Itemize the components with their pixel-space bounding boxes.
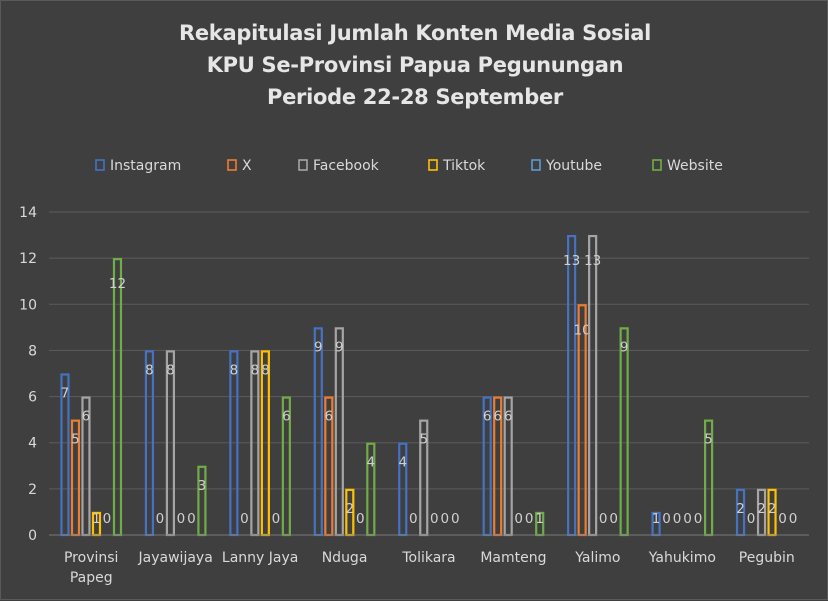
- data-label: 3: [198, 478, 207, 494]
- data-label: 6: [282, 409, 291, 425]
- data-label: 5: [704, 432, 713, 448]
- data-label: 9: [314, 339, 323, 355]
- data-label: 9: [335, 339, 344, 355]
- data-label: 12: [109, 276, 126, 292]
- data-label: 0: [789, 511, 798, 527]
- data-label: 0: [103, 511, 112, 527]
- y-tick-label: 10: [19, 297, 37, 313]
- data-label: 0: [240, 511, 249, 527]
- data-label: 5: [71, 432, 80, 448]
- y-tick-label: 14: [19, 205, 37, 221]
- x-tick-label: Nduga: [322, 550, 368, 566]
- legend-label-website: Website: [667, 158, 723, 174]
- data-label: 1: [652, 511, 661, 527]
- data-label: 8: [230, 362, 239, 378]
- data-label: 0: [440, 511, 449, 527]
- chart-title-line-2: KPU Se-Provinsi Papua Pegunungan: [206, 53, 624, 77]
- legend-swatch-youtube: [531, 159, 541, 171]
- x-tick-label: Mamteng: [480, 550, 546, 566]
- legend-swatch-tiktok: [428, 159, 438, 171]
- legend-label-youtube: Youtube: [545, 158, 602, 174]
- legend-swatch-website: [652, 159, 662, 171]
- data-label: 2: [346, 501, 355, 517]
- chart-title-line-3: Periode 22-28 September: [267, 85, 563, 109]
- data-label: 6: [483, 409, 492, 425]
- data-label: 8: [261, 362, 270, 378]
- data-label: 5: [419, 432, 428, 448]
- data-label: 0: [187, 511, 196, 527]
- legend-swatch-facebook: [298, 159, 308, 171]
- data-label: 13: [563, 253, 580, 269]
- data-label: 8: [145, 362, 154, 378]
- data-label: 0: [673, 511, 682, 527]
- data-label: 0: [177, 511, 186, 527]
- data-label: 0: [683, 511, 692, 527]
- data-label: 0: [778, 511, 787, 527]
- legend-label-tiktok: Tiktok: [442, 158, 486, 174]
- data-label: 2: [757, 501, 766, 517]
- legend-swatch-instagram: [95, 159, 105, 171]
- legend-label-facebook: Facebook: [313, 158, 380, 174]
- y-tick-label: 12: [19, 251, 37, 267]
- data-label: 2: [768, 501, 777, 517]
- chart-title-line-1: Rekapitulasi Jumlah Konten Media Sosial: [178, 21, 652, 45]
- x-tick-label: Lanny Jaya: [222, 550, 298, 566]
- data-label: 1: [92, 511, 101, 527]
- y-tick-label: 4: [28, 436, 37, 452]
- bar-facebook: [588, 234, 598, 537]
- data-label: 0: [609, 511, 618, 527]
- data-label: 0: [525, 511, 534, 527]
- data-label: 9: [620, 339, 629, 355]
- data-label: 13: [584, 253, 601, 269]
- y-tick-label: 2: [28, 482, 37, 498]
- data-label: 8: [251, 362, 260, 378]
- data-label: 0: [747, 511, 756, 527]
- data-label: 0: [409, 511, 418, 527]
- data-label: 6: [504, 409, 513, 425]
- data-label: 0: [599, 511, 608, 527]
- data-label: 6: [325, 409, 334, 425]
- bar-website: [619, 327, 629, 537]
- y-tick-label: 0: [28, 528, 37, 544]
- x-tick-label: Jayawijaya: [138, 550, 213, 566]
- data-label: 0: [694, 511, 703, 527]
- legend-label-x: X: [242, 158, 252, 174]
- data-label: 0: [356, 511, 365, 527]
- x-tick-label: Yalimo: [574, 550, 620, 566]
- data-label: 0: [514, 511, 523, 527]
- data-label: 6: [82, 409, 91, 425]
- bar-instagram: [313, 327, 323, 537]
- data-label: 0: [451, 511, 460, 527]
- data-label: 4: [367, 455, 376, 471]
- data-label: 8: [166, 362, 175, 378]
- data-label: 0: [272, 511, 281, 527]
- data-label: 6: [493, 409, 502, 425]
- x-tick-label: Papeg: [70, 570, 113, 586]
- x-tick-label: Pegubin: [739, 550, 795, 566]
- data-label: 0: [156, 511, 165, 527]
- bar-instagram: [567, 234, 577, 537]
- data-label: 2: [736, 501, 745, 517]
- data-label: 0: [430, 511, 439, 527]
- bar-x: [577, 304, 587, 537]
- legend-label-instagram: Instagram: [110, 158, 181, 174]
- data-label: 0: [662, 511, 671, 527]
- data-label: 4: [398, 455, 407, 471]
- x-tick-label: Provinsi: [64, 550, 118, 566]
- x-tick-label: Yahukimo: [648, 550, 716, 566]
- data-label: 1: [535, 511, 544, 527]
- x-tick-label: Tolikara: [401, 550, 455, 566]
- bar-facebook: [334, 327, 344, 537]
- y-tick-label: 6: [28, 390, 37, 406]
- y-tick-label: 8: [28, 343, 37, 359]
- legend-swatch-x: [227, 159, 237, 171]
- data-label: 10: [574, 322, 591, 338]
- data-label: 7: [61, 386, 70, 402]
